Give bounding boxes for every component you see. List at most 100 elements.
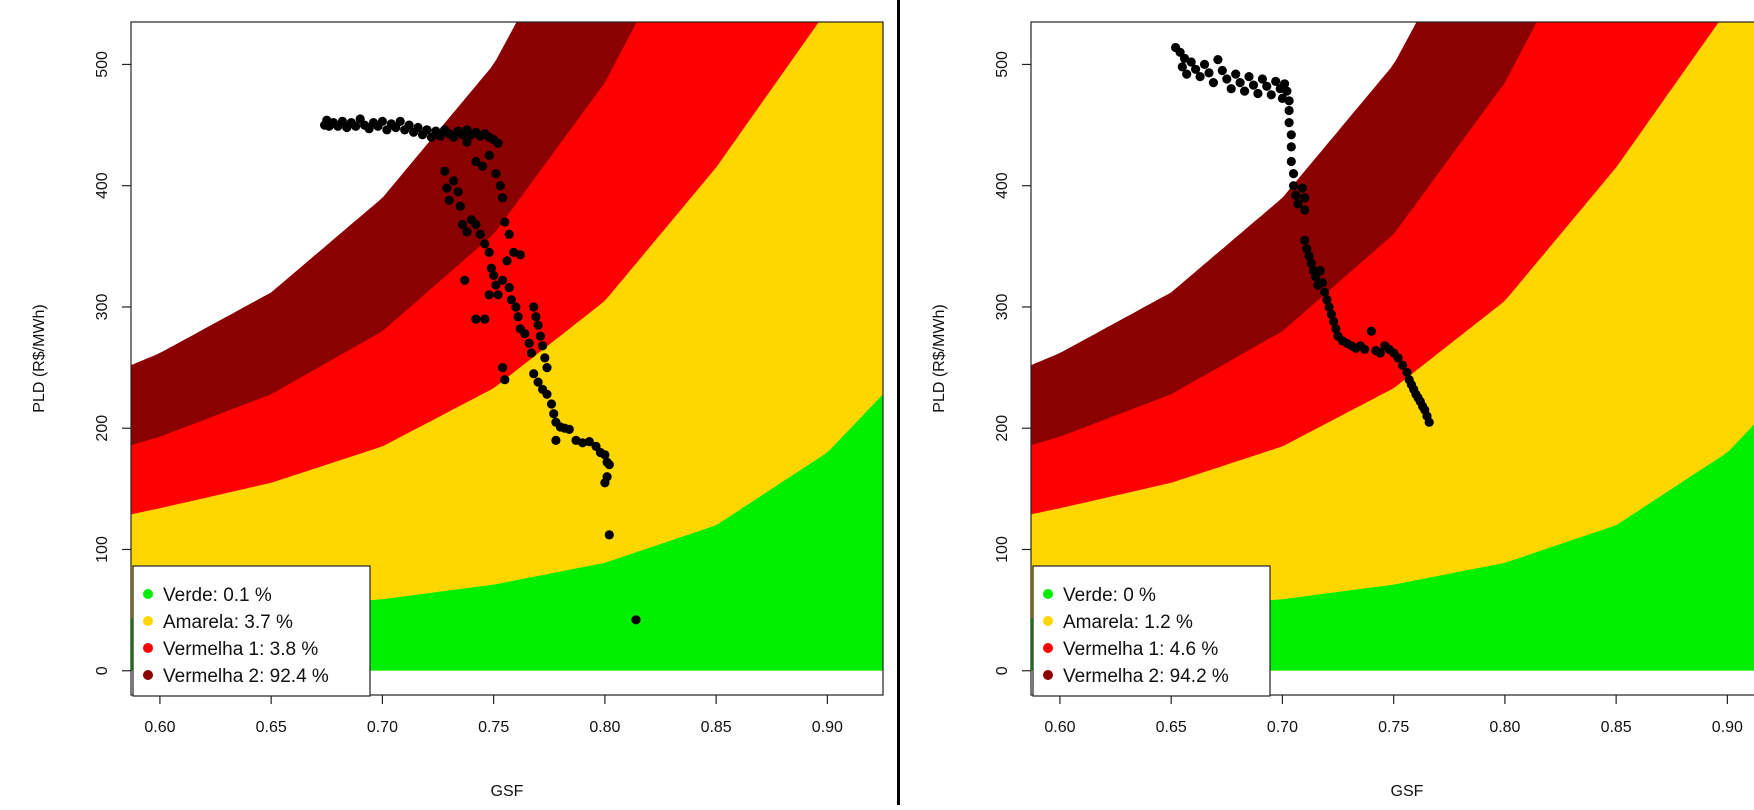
data-point — [484, 150, 494, 160]
y-axis: 0 100 200 300 400 500 — [994, 51, 1031, 675]
data-point — [1248, 80, 1259, 90]
data-point — [1262, 81, 1272, 91]
data-point — [1375, 348, 1385, 358]
data-point — [1306, 258, 1316, 268]
legend-marker — [1043, 670, 1053, 680]
data-point — [604, 530, 614, 540]
legend-box — [132, 565, 371, 697]
legend-marker — [1043, 616, 1053, 626]
data-point — [1288, 169, 1299, 179]
y-axis-label: PLD (R$/MWh) — [31, 304, 48, 412]
y-axis: 0 100 200 300 400 500 — [94, 51, 131, 675]
data-point — [1199, 59, 1210, 69]
data-point — [1195, 72, 1205, 82]
legend-label: Amarela: 1.2 % — [1063, 612, 1193, 633]
plot-area — [131, 22, 883, 695]
data-point — [1326, 309, 1336, 319]
data-point — [500, 217, 510, 227]
data-point — [520, 329, 530, 339]
band-verde — [131, 394, 883, 671]
data-point — [404, 120, 414, 130]
legend-marker — [143, 616, 153, 626]
data-point — [1235, 78, 1245, 88]
data-point — [1293, 199, 1303, 209]
plot-area — [1031, 22, 1754, 695]
data-point — [526, 348, 537, 358]
data-point — [489, 270, 499, 280]
data-point — [584, 437, 594, 447]
data-point — [1402, 367, 1412, 377]
x-tick-label: 0.80 — [589, 719, 620, 736]
x-tick-label: 0.75 — [1378, 719, 1409, 736]
data-point — [511, 302, 521, 312]
data-point — [413, 122, 423, 133]
data-point — [1240, 86, 1250, 96]
data-point — [498, 275, 508, 285]
x-tick-label: 0.60 — [144, 719, 175, 736]
data-point — [495, 181, 505, 191]
data-point — [600, 450, 610, 460]
data-point — [1331, 324, 1341, 334]
legend-label: Amarela: 3.7 % — [163, 612, 293, 633]
data-point — [533, 320, 543, 330]
data-point — [1291, 190, 1301, 200]
plot-frame — [130, 21, 884, 696]
legend-label: Vermelha 1: 3.8 % — [163, 639, 318, 660]
data-point — [1244, 72, 1254, 82]
y-tick-label: 100 — [94, 536, 111, 563]
data-point — [462, 137, 472, 147]
x-tick-label: 0.90 — [1712, 719, 1743, 736]
y-tick-label: 100 — [994, 536, 1011, 563]
band-amarela — [131, 22, 883, 695]
data-point — [1284, 96, 1294, 106]
y-tick-label: 300 — [994, 294, 1011, 321]
data-point — [1253, 88, 1263, 99]
data-point — [484, 290, 494, 300]
data-point — [1393, 353, 1403, 363]
y-tick-label: 300 — [94, 294, 111, 321]
data-point — [542, 363, 552, 373]
data-point — [377, 116, 387, 126]
data-point — [457, 219, 468, 230]
x-tick-label: 0.65 — [256, 719, 287, 736]
data-point — [475, 229, 485, 239]
data-point — [1424, 417, 1434, 427]
data-point — [477, 161, 488, 171]
band-amarela — [1031, 22, 1754, 695]
data-point — [1300, 205, 1310, 215]
data-point — [1231, 69, 1241, 79]
legend-marker — [1043, 643, 1053, 653]
x-axis: 0.60 0.65 0.70 0.75 0.80 0.85 0.90 — [1044, 695, 1743, 736]
data-point — [442, 183, 452, 193]
y-axis-label: PLD (R$/MWh) — [931, 304, 948, 412]
data-point — [449, 176, 459, 186]
data-point — [1398, 360, 1408, 370]
legend: Verde: 0 % Amarela: 1.2 % Vermelha 1: 4.6 … — [1032, 565, 1271, 697]
data-point — [513, 312, 523, 322]
legend-label: Vermelha 2: 92.4 % — [163, 666, 329, 687]
data-point — [1280, 79, 1290, 89]
data-point — [506, 295, 516, 305]
data-point — [1266, 90, 1276, 100]
data-point — [1366, 326, 1376, 336]
data-point — [502, 256, 512, 266]
data-point — [471, 219, 481, 230]
legend-label: Verde: 0 % — [1063, 585, 1156, 606]
data-point — [484, 247, 494, 257]
data-point — [515, 250, 525, 260]
data-point — [1217, 65, 1227, 76]
data-point — [1302, 244, 1312, 254]
data-point — [440, 166, 450, 176]
y-tick-label: 200 — [994, 415, 1011, 442]
y-tick-label: 500 — [94, 51, 111, 78]
legend-marker — [143, 670, 153, 680]
y-tick-label: 200 — [94, 415, 111, 442]
data-point — [1191, 64, 1201, 74]
chart-panel-left: 0.60 0.65 0.70 0.75 0.80 0.85 0.90 GSF 0 100 200 30… — [31, 21, 884, 800]
plot-frame — [1030, 21, 1754, 696]
chart-left: 0.60 0.65 0.70 0.75 0.80 0.85 0.90 GSF 0 100 200 30… — [31, 21, 884, 800]
data-point — [1297, 183, 1307, 193]
data-point — [542, 389, 552, 399]
data-point — [493, 138, 503, 148]
